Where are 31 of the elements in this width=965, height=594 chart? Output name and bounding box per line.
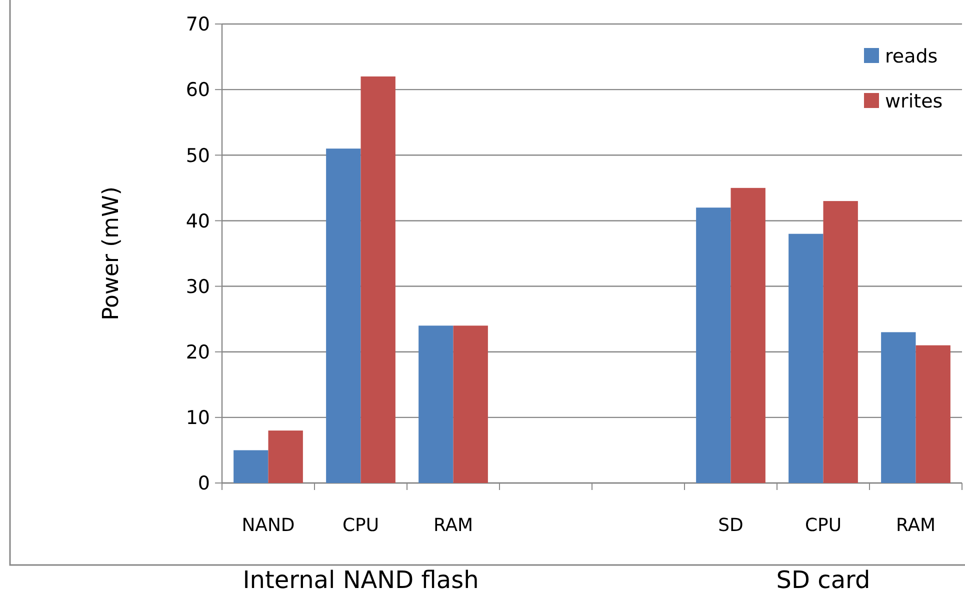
text: SD card — [776, 566, 870, 594]
legend-label: reads — [885, 46, 938, 68]
bar — [234, 450, 268, 483]
x-tick-label: RAM — [896, 515, 936, 536]
bar — [696, 208, 731, 483]
legend-label: writes — [885, 90, 943, 113]
y-tick-label: 50 — [186, 144, 210, 167]
bar — [730, 188, 766, 483]
text: Internal NAND flash — [242, 566, 479, 594]
bar — [823, 201, 858, 483]
y-tick-label: 10 — [186, 407, 210, 430]
y-tick-label: 70 — [186, 14, 210, 36]
bar — [916, 345, 950, 483]
y-tick-label: 30 — [186, 276, 210, 298]
x-tick-label: SD — [718, 515, 744, 536]
y-tick-label: 0 — [198, 472, 210, 495]
y-tick-label: 40 — [186, 210, 210, 232]
bar — [788, 234, 824, 483]
x-tick-label: NAND — [242, 515, 295, 536]
bar — [268, 430, 303, 483]
y-tick-label: 20 — [186, 342, 210, 364]
y-axis-title: Power (mW) — [99, 186, 124, 320]
x-tick-label: CPU — [342, 515, 380, 536]
x-tick-label: CPU — [804, 515, 842, 536]
x-tick-label: RAM — [433, 515, 474, 536]
bar — [418, 326, 454, 483]
bar — [326, 148, 361, 483]
bar — [360, 76, 396, 483]
y-tick-label: 60 — [186, 79, 210, 102]
bar — [453, 326, 488, 483]
bar — [881, 332, 916, 483]
